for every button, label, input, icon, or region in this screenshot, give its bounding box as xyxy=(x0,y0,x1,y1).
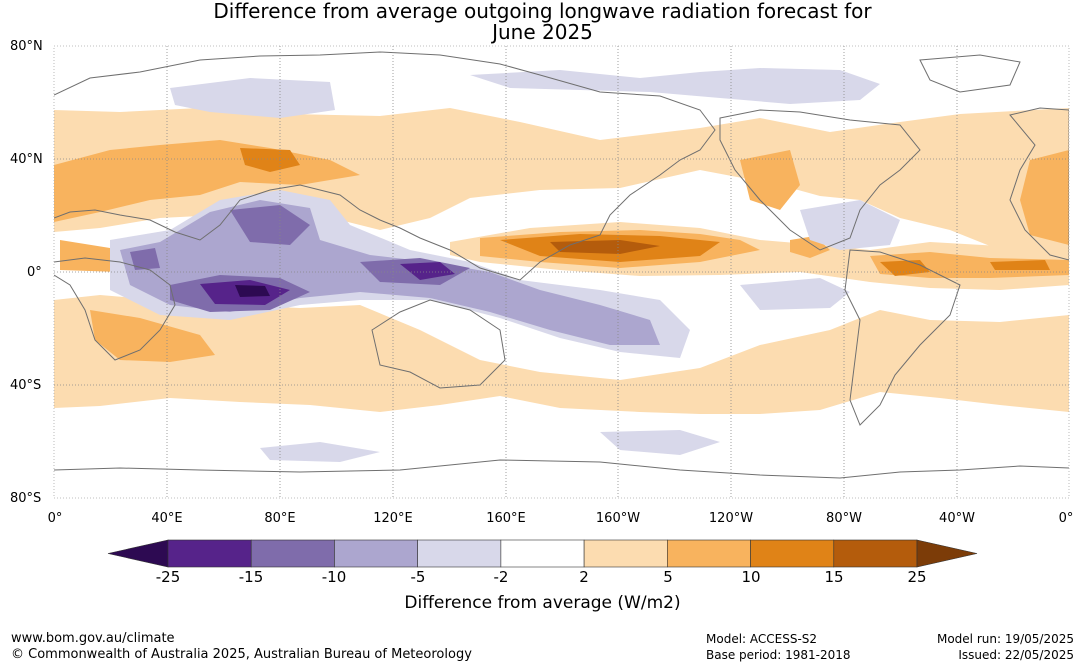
colorbar xyxy=(107,539,978,568)
colorbar-label: Difference from average (W/m2) xyxy=(404,593,681,613)
map-title-line1: Difference from average outgoing longwav… xyxy=(213,0,872,23)
colorbar-tick: 10 xyxy=(741,568,761,586)
colorbar-tick: -2 xyxy=(493,568,509,586)
lon-label-0-east: 0° xyxy=(1058,511,1074,526)
anomaly-shading xyxy=(54,68,1069,462)
colorbar-tick: 25 xyxy=(907,568,927,586)
colorbar-segment xyxy=(583,539,668,568)
lon-label-120e: 120°E xyxy=(373,511,413,526)
map-frame xyxy=(53,45,1070,499)
lon-label-0: 0° xyxy=(47,511,63,526)
colorbar-segment xyxy=(500,539,585,568)
coastlines xyxy=(54,51,1069,479)
footer-issued: Issued: 22/05/2025 xyxy=(958,648,1074,662)
map-title-line2: June 2025 xyxy=(492,20,593,44)
colorbar-tick: 2 xyxy=(579,568,589,586)
lon-label-40e: 40°E xyxy=(151,511,183,526)
colorbar-extend-low xyxy=(107,539,169,568)
colorbar-segment xyxy=(167,539,252,568)
colorbar-tick: 5 xyxy=(663,568,673,586)
lat-label-40s: 40°S xyxy=(10,378,42,393)
lat-label-40n: 40°N xyxy=(10,152,43,167)
colorbar-segment xyxy=(667,539,751,568)
lat-label-80s: 80°S xyxy=(10,491,42,506)
footer-copyright: © Commonwealth of Australia 2025, Austra… xyxy=(11,647,472,662)
colorbar-segment xyxy=(417,539,502,568)
colorbar-tick: -5 xyxy=(410,568,426,586)
colorbar-tick: 15 xyxy=(824,568,844,586)
colorbar-tick: -25 xyxy=(155,568,181,586)
footer-model: Model: ACCESS-S2 xyxy=(706,632,818,646)
lon-label-40w: 40°W xyxy=(939,511,975,526)
colorbar-segment xyxy=(334,539,418,568)
footer-website: www.bom.gov.au/climate xyxy=(11,631,175,646)
colorbar-segment xyxy=(833,539,918,568)
lon-label-80w: 80°W xyxy=(826,511,862,526)
lon-label-160e: 160°E xyxy=(486,511,526,526)
lon-label-160w: 160°W xyxy=(595,511,641,526)
footer-base-period: Base period: 1981-2018 xyxy=(706,648,851,662)
colorbar-segment xyxy=(250,539,335,568)
lat-label-80n: 80°N xyxy=(10,39,43,54)
lat-label-0: 0° xyxy=(27,265,42,280)
colorbar-tick: -10 xyxy=(321,568,347,586)
lon-label-80e: 80°E xyxy=(264,511,296,526)
colorbar-tick: -15 xyxy=(238,568,264,586)
lon-label-120w: 120°W xyxy=(708,511,754,526)
footer-model-run: Model run: 19/05/2025 xyxy=(936,632,1074,646)
graticule xyxy=(54,46,1069,498)
colorbar-extend-high xyxy=(916,539,978,568)
colorbar-segment xyxy=(750,539,835,568)
